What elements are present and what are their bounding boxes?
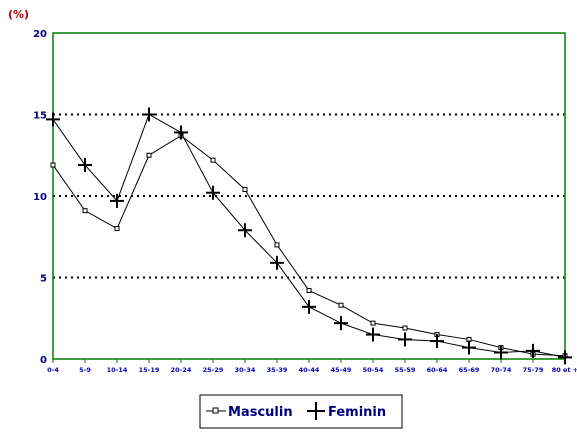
legend: Masculin Feminin [199, 394, 403, 429]
x-tick-label: 75-79 [523, 366, 544, 374]
data-point-feminin [46, 112, 60, 127]
y-unit-label: (%) [8, 8, 29, 21]
x-tick-label: 10-14 [107, 366, 128, 374]
data-point-feminin [142, 107, 156, 122]
axes: 0 5 10 15 20 0-4 5-9 10-14 15-19 20-24 25-29 30-34 3… [33, 29, 577, 374]
x-tick-label: 60-64 [427, 366, 448, 374]
data-point-masculin [146, 152, 152, 158]
x-tick-label: 30-34 [235, 366, 256, 374]
y-tick-label: 15 [33, 111, 47, 122]
x-tick-label: 0-4 [47, 366, 59, 374]
data-point-feminin [366, 327, 380, 342]
x-tick-label: 70-74 [491, 366, 512, 374]
x-tick-label: 50-54 [363, 366, 384, 374]
x-tick-label: 35-39 [267, 366, 288, 374]
data-point-feminin [270, 255, 284, 270]
data-point-masculin [402, 325, 408, 331]
data-point-feminin [558, 350, 572, 365]
legend-label-feminin: Feminin [328, 405, 386, 420]
x-tick-label: 45-49 [331, 366, 352, 374]
series-layer [46, 107, 572, 365]
data-point-masculin [370, 320, 376, 326]
data-point-feminin [494, 345, 508, 360]
data-point-masculin [82, 208, 88, 214]
data-point-masculin [114, 226, 120, 232]
x-tick-label: 20-24 [171, 366, 192, 374]
x-tick-label: 15-19 [139, 366, 160, 374]
y-tick-label: 10 [33, 192, 47, 203]
x-tick-label: 40-44 [299, 366, 320, 374]
legend-label-masculin: Masculin [228, 405, 293, 420]
data-point-feminin [462, 340, 476, 355]
y-tick-label: 20 [33, 29, 47, 40]
data-point-masculin [210, 157, 216, 163]
data-point-feminin [78, 158, 92, 173]
data-point-feminin [238, 223, 252, 238]
x-tick-label: 25-29 [203, 366, 224, 374]
data-point-feminin [174, 125, 188, 140]
data-point-feminin [334, 316, 348, 331]
series-line-feminin [52, 113, 566, 358]
data-point-masculin [50, 162, 56, 168]
data-point-feminin [302, 299, 316, 314]
data-point-masculin [242, 186, 248, 192]
data-point-feminin [526, 343, 540, 358]
data-point-feminin [430, 334, 444, 349]
legend-marker-masculin [212, 407, 219, 414]
data-point-feminin [206, 185, 220, 200]
series-line-masculin [52, 135, 566, 357]
gridlines [53, 113, 565, 279]
x-tick-label: 5-9 [79, 366, 91, 374]
x-tick-label: 80 et + [552, 366, 577, 374]
x-tick-label: 55-59 [395, 366, 416, 374]
data-point-masculin [306, 288, 312, 294]
legend-box [199, 394, 403, 429]
data-point-masculin [338, 302, 344, 308]
data-point-feminin [110, 193, 124, 208]
y-tick-label: 0 [40, 355, 47, 366]
data-point-feminin [398, 332, 412, 347]
data-point-masculin [274, 242, 280, 248]
y-tick-label: 5 [40, 274, 47, 285]
x-tick-label: 65-69 [459, 366, 480, 374]
